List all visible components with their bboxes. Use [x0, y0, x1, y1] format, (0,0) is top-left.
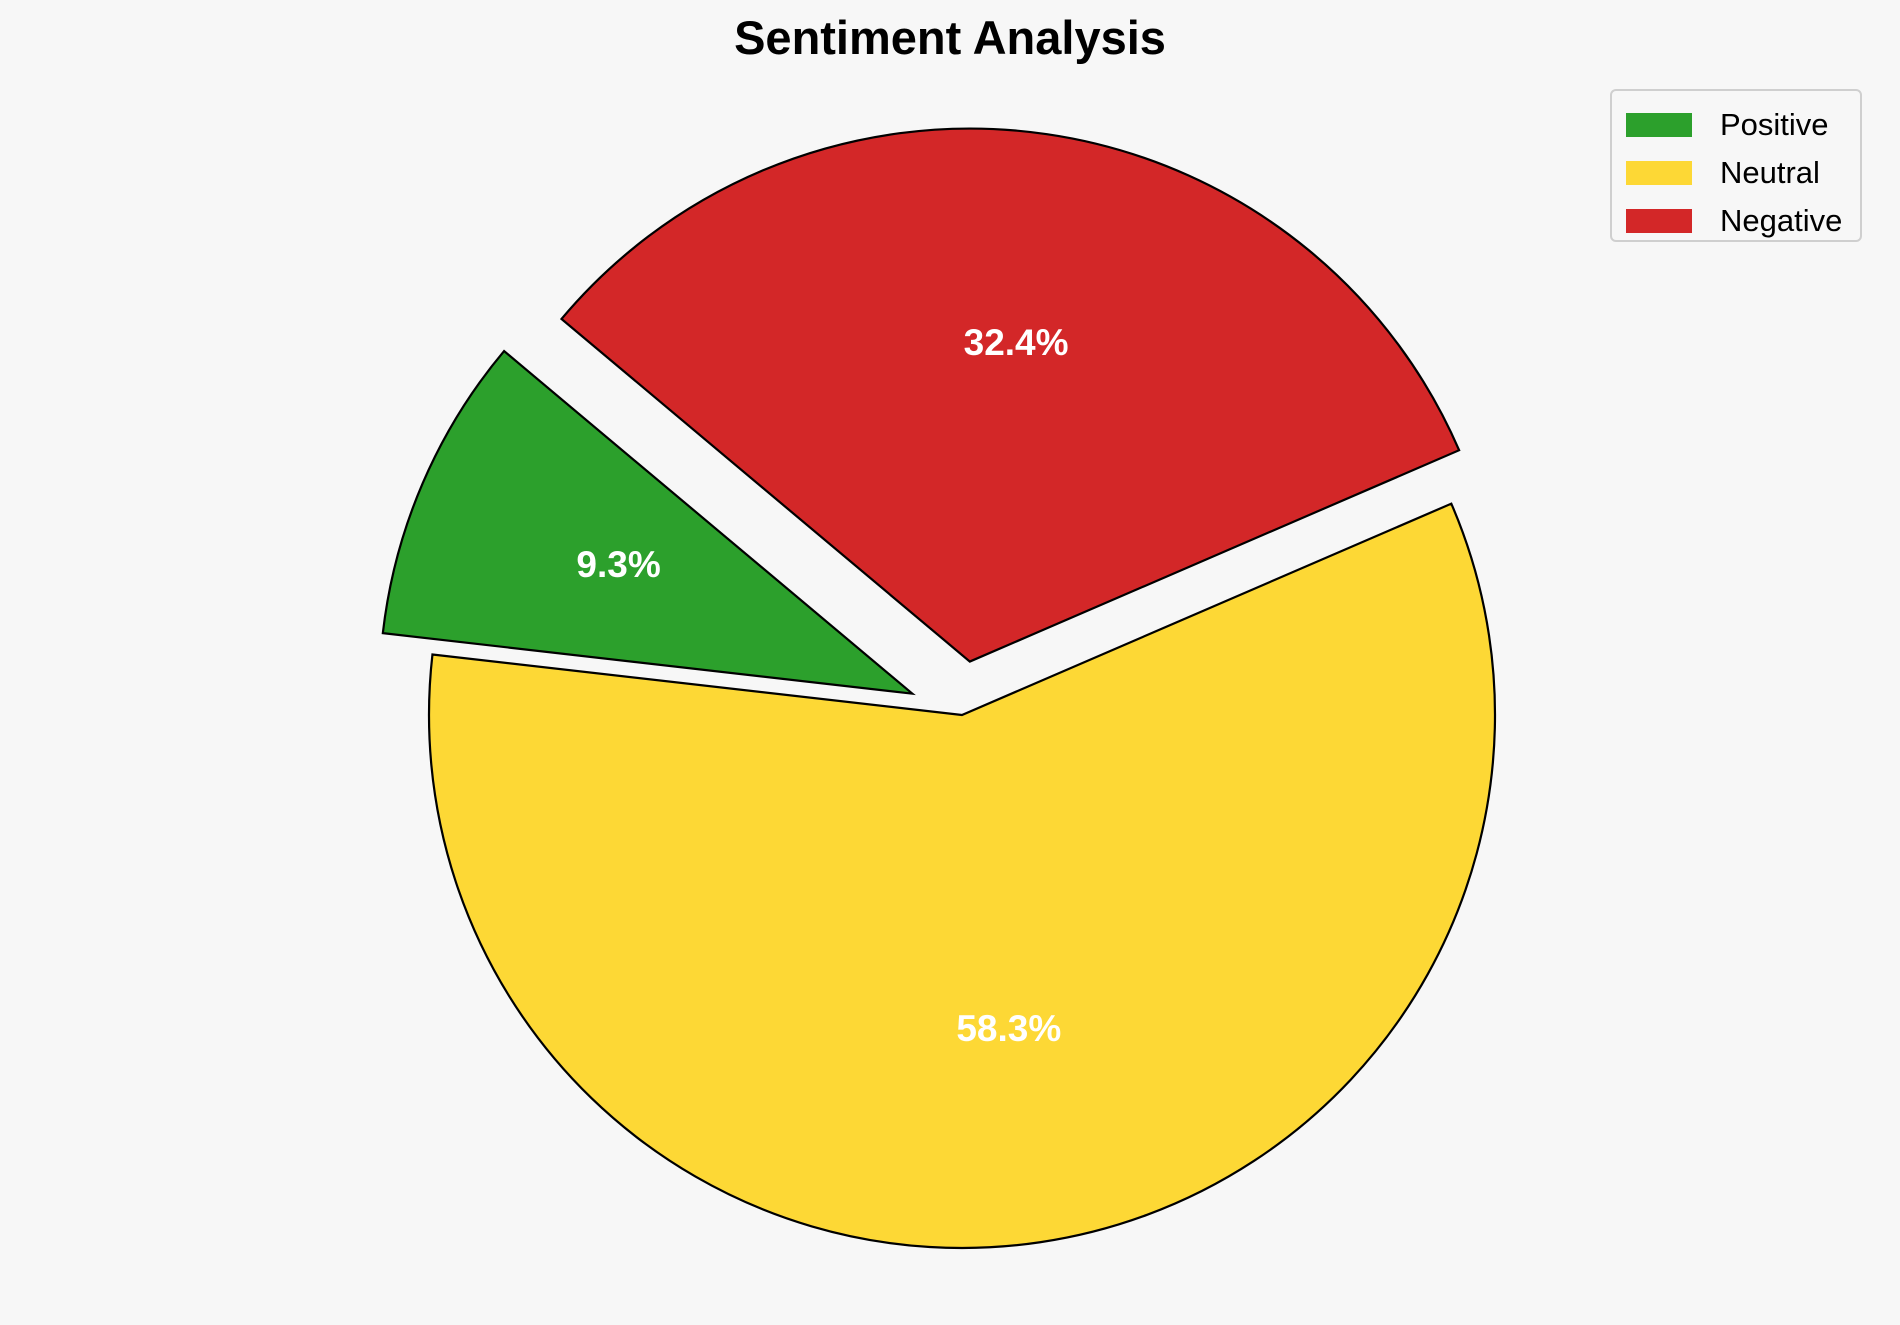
legend-label-neutral: Neutral [1720, 155, 1820, 190]
legend-item-positive: Positive [1612, 101, 1860, 149]
pie-slice-neutral [427, 502, 1497, 1250]
legend-item-negative: Negative [1612, 197, 1860, 245]
legend-label-negative: Negative [1720, 203, 1843, 238]
pie-slice-negative [559, 127, 1461, 663]
pie-slice-positive [381, 349, 916, 696]
legend-item-neutral: Neutral [1612, 149, 1860, 197]
pie-value-label-positive: 9.3% [576, 544, 660, 585]
legend-swatch-neutral [1626, 161, 1692, 185]
legend-swatch-negative [1626, 209, 1692, 233]
pie-value-label-neutral: 58.3% [956, 1008, 1061, 1049]
legend-label-positive: Positive [1720, 107, 1829, 142]
chart-title: Sentiment Analysis [734, 11, 1166, 64]
legend-swatch-positive [1626, 113, 1692, 137]
pie-value-label-negative: 32.4% [964, 322, 1069, 363]
legend: Positive Neutral Negative [1610, 89, 1862, 242]
